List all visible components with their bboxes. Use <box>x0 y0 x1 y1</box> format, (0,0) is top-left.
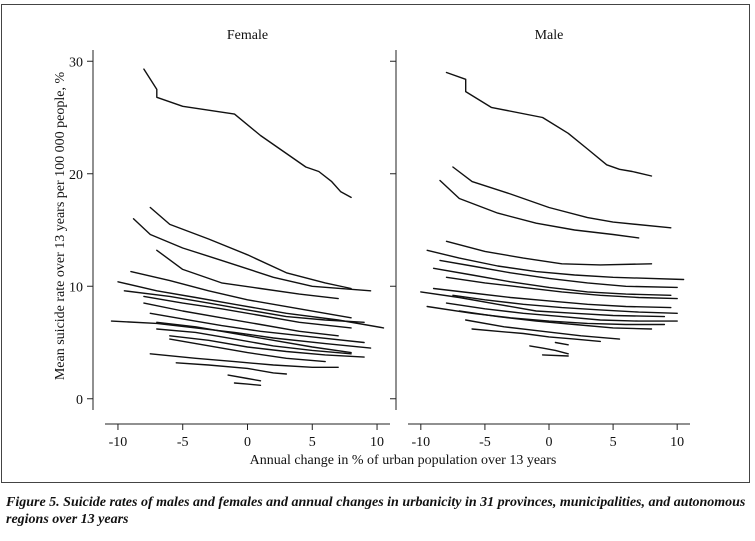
male-series-line <box>445 240 653 266</box>
female-plot-area <box>105 50 390 410</box>
male-series-line <box>452 294 678 314</box>
male-x-tick-label: 0 <box>546 435 553 450</box>
female-x-tick-label: 5 <box>309 435 316 450</box>
female-series-line <box>149 353 339 368</box>
male-series-line <box>445 302 678 322</box>
male-series-line <box>471 328 601 343</box>
male-x-tick-label: 5 <box>610 435 617 450</box>
female-x-tick-label: -10 <box>109 435 128 450</box>
female-series-line <box>175 362 288 375</box>
male-series-line <box>432 287 672 309</box>
y-tick-label: 30 <box>69 55 83 70</box>
female-series-line <box>132 218 372 292</box>
female-series-line <box>233 382 262 386</box>
male-series-line <box>426 249 685 281</box>
female-series-line <box>143 68 352 199</box>
male-series-line <box>458 310 653 330</box>
female-series-line <box>156 328 352 355</box>
female-x-tick-label: 0 <box>244 435 251 450</box>
female-series-line <box>169 338 326 363</box>
male-x-tick-label: 10 <box>670 435 684 450</box>
y-axis-label: Mean suicide rate over 13 years per 100 … <box>53 72 68 381</box>
female-series-line <box>143 295 352 329</box>
male-plot-area <box>408 50 690 410</box>
female-series-line <box>156 321 352 354</box>
panel-male: Male -10 -5 0 5 10 <box>390 28 690 450</box>
male-series-line <box>432 267 672 296</box>
female-x-tick-label: 10 <box>370 435 384 450</box>
female-series-line <box>227 374 262 382</box>
figure-border <box>1 4 750 483</box>
female-series-line <box>143 302 339 337</box>
female-panel-title: Female <box>227 28 268 43</box>
x-axis-label: Annual change in % of urban population o… <box>250 453 557 468</box>
female-x-tick-label: -5 <box>177 435 189 450</box>
male-series-line <box>554 341 569 346</box>
male-series-line <box>465 319 621 340</box>
female-series-line <box>149 312 365 344</box>
female-series-line <box>169 335 365 358</box>
male-series-line <box>541 354 569 357</box>
male-series-line <box>445 276 678 300</box>
male-series-line <box>439 179 640 239</box>
panel-female: Female 0 10 20 30 -10 -5 0 5 10 <box>69 28 390 450</box>
y-tick-label: 20 <box>69 168 83 183</box>
female-series-line <box>130 270 352 319</box>
female-series-line <box>110 320 372 349</box>
male-series-line <box>452 166 672 229</box>
male-panel-title: Male <box>535 28 564 43</box>
figure-caption: Figure 5. Suicide rates of males and fem… <box>6 495 746 527</box>
female-series-line <box>117 281 385 329</box>
male-series-line <box>445 71 653 177</box>
male-series-line <box>439 259 678 289</box>
female-series-line <box>123 290 365 323</box>
male-series-line <box>420 291 666 318</box>
male-x-tick-label: -10 <box>411 435 430 450</box>
y-tick-label: 10 <box>69 280 83 295</box>
female-series-line <box>156 249 339 300</box>
male-x-tick-label: -5 <box>479 435 491 450</box>
male-series-line <box>529 345 569 355</box>
female-series-line <box>149 206 352 290</box>
y-tick-label: 0 <box>76 393 83 408</box>
